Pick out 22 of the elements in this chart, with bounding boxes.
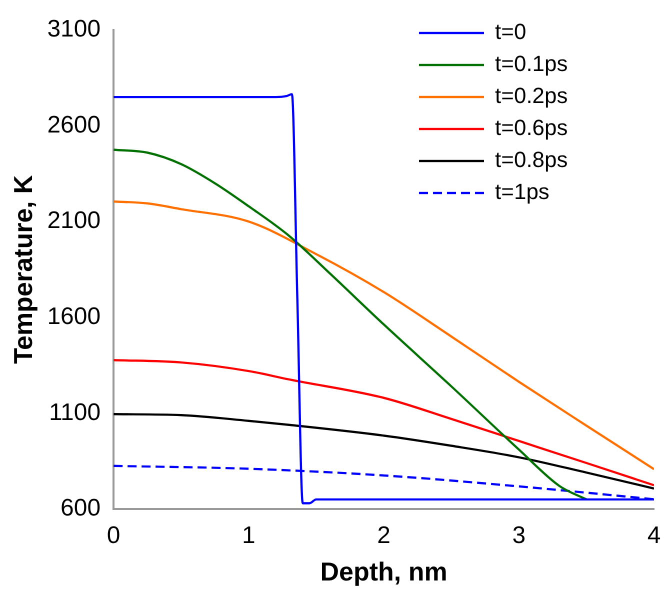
line-series — [114, 148, 588, 501]
legend-label: t=0 — [495, 19, 526, 44]
x-tick-label: 2 — [377, 522, 390, 550]
x-tick-label: 1 — [242, 522, 256, 550]
y-tick-label: 2100 — [47, 207, 101, 234]
legend-label: t=0.1ps — [495, 51, 568, 76]
y-tick-label: 3100 — [47, 16, 101, 43]
y-tick-label: 1100 — [48, 398, 101, 426]
legend-label: t=0.8ps — [495, 147, 568, 172]
x-tick-label: 4 — [647, 522, 661, 550]
legend-label: t=0.6ps — [495, 115, 568, 140]
y-tick-label: 2600 — [47, 111, 101, 138]
legend-label: t=1ps — [495, 179, 550, 204]
line-series — [114, 359, 654, 486]
x-tick-label: 3 — [512, 522, 526, 550]
x-tick-label: 0 — [106, 522, 120, 550]
y-tick-label: 600 — [60, 494, 101, 522]
x-axis-title: Depth, nm — [320, 556, 448, 587]
y-axis-title: Temperature, K — [8, 174, 38, 364]
line-series — [114, 413, 654, 490]
y-tick-label: 1600 — [47, 303, 101, 330]
legend-label: t=0.2ps — [495, 83, 568, 108]
